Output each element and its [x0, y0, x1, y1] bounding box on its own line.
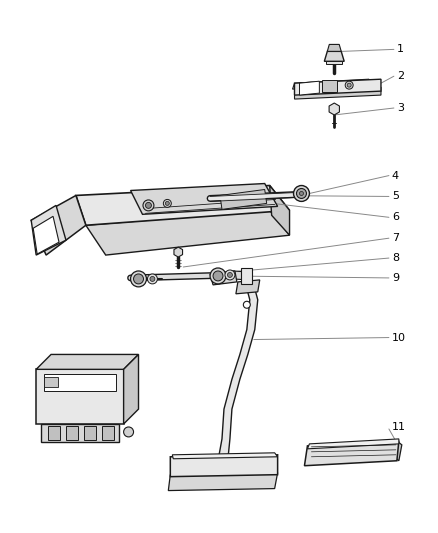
Circle shape	[213, 271, 223, 281]
Polygon shape	[170, 455, 278, 477]
Polygon shape	[174, 247, 183, 257]
Polygon shape	[236, 280, 260, 294]
Text: 11: 11	[392, 422, 406, 432]
Polygon shape	[270, 185, 290, 235]
Polygon shape	[36, 369, 124, 424]
Text: 1: 1	[397, 44, 404, 54]
Circle shape	[131, 271, 146, 287]
Polygon shape	[218, 284, 258, 461]
Polygon shape	[220, 190, 267, 209]
Polygon shape	[48, 426, 60, 440]
Circle shape	[297, 189, 307, 198]
Polygon shape	[84, 426, 96, 440]
Polygon shape	[322, 80, 337, 92]
Polygon shape	[44, 377, 58, 387]
Circle shape	[163, 199, 171, 207]
Polygon shape	[76, 185, 290, 225]
Circle shape	[244, 301, 250, 308]
Circle shape	[345, 81, 353, 89]
Polygon shape	[31, 205, 66, 255]
Polygon shape	[241, 268, 252, 284]
Polygon shape	[131, 183, 278, 214]
Circle shape	[145, 203, 152, 208]
Circle shape	[227, 272, 233, 278]
Polygon shape	[41, 424, 119, 442]
Polygon shape	[327, 44, 341, 51]
Polygon shape	[31, 196, 86, 255]
Circle shape	[134, 274, 144, 284]
Circle shape	[300, 191, 304, 196]
Circle shape	[225, 270, 235, 280]
Circle shape	[293, 185, 309, 201]
Text: 3: 3	[397, 103, 404, 113]
Polygon shape	[210, 271, 237, 285]
Polygon shape	[102, 426, 114, 440]
Polygon shape	[66, 426, 78, 440]
Polygon shape	[326, 61, 342, 64]
Polygon shape	[172, 453, 278, 459]
Circle shape	[210, 268, 226, 284]
Polygon shape	[233, 271, 248, 280]
Polygon shape	[329, 103, 339, 115]
Circle shape	[124, 427, 134, 437]
Polygon shape	[304, 441, 399, 466]
Polygon shape	[307, 439, 399, 449]
Circle shape	[347, 83, 351, 87]
Text: 7: 7	[392, 233, 399, 243]
Text: 10: 10	[392, 333, 406, 343]
Polygon shape	[300, 81, 319, 95]
Text: 9: 9	[392, 273, 399, 283]
Text: 12: 12	[69, 429, 83, 439]
Polygon shape	[124, 354, 138, 424]
Text: 5: 5	[392, 191, 399, 201]
Polygon shape	[324, 51, 344, 61]
Text: 8: 8	[392, 253, 399, 263]
Circle shape	[165, 201, 170, 205]
Text: 2: 2	[397, 71, 404, 81]
Polygon shape	[394, 441, 402, 461]
Polygon shape	[168, 473, 278, 490]
Circle shape	[143, 200, 154, 211]
Polygon shape	[86, 211, 290, 255]
Circle shape	[148, 274, 157, 284]
Circle shape	[150, 277, 155, 281]
Text: 4: 4	[392, 171, 399, 181]
Polygon shape	[294, 87, 381, 99]
Polygon shape	[294, 79, 381, 95]
Text: 6: 6	[392, 212, 399, 222]
Polygon shape	[293, 79, 369, 89]
Polygon shape	[33, 216, 59, 254]
Polygon shape	[36, 354, 138, 369]
Polygon shape	[44, 374, 116, 391]
